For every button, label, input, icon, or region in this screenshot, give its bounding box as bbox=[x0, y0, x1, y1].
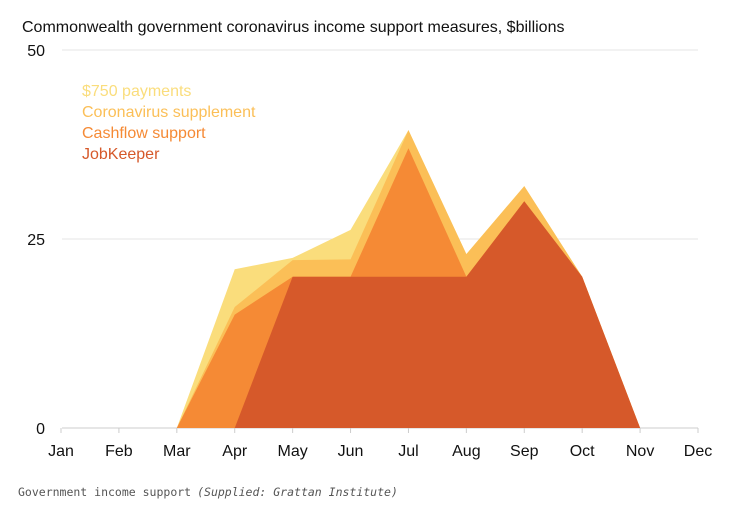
stacked-area-chart: Commonwealth government coronavirus inco… bbox=[22, 19, 712, 460]
x-tick-label: Oct bbox=[570, 443, 595, 460]
x-tick-label: Apr bbox=[222, 443, 248, 460]
x-tick-label: Aug bbox=[452, 443, 480, 460]
x-tick-label: Jun bbox=[338, 443, 364, 460]
x-tick-label: Feb bbox=[105, 443, 133, 460]
x-tick-label: Mar bbox=[163, 443, 191, 460]
y-tick-label: 25 bbox=[27, 232, 45, 249]
x-tick-label: Jul bbox=[398, 443, 418, 460]
x-tick-label: Jan bbox=[48, 443, 74, 460]
y-tick-label: 0 bbox=[36, 421, 45, 438]
x-tick-label: Nov bbox=[626, 443, 654, 460]
x-tick-label: Sep bbox=[510, 443, 539, 460]
y-tick-label: 50 bbox=[27, 43, 45, 60]
chart-title: Commonwealth government coronavirus inco… bbox=[22, 19, 564, 36]
legend-item: Coronavirus supplement bbox=[82, 104, 256, 121]
legend-item: Cashflow support bbox=[82, 125, 206, 142]
caption-text: Government income support bbox=[18, 485, 192, 499]
legend-item: JobKeeper bbox=[82, 146, 160, 163]
figure-caption: Government income support (Supplied: Grat… bbox=[18, 485, 398, 499]
x-tick-label: May bbox=[278, 443, 308, 460]
area-jobkeeper bbox=[234, 201, 641, 428]
caption-source: (Supplied: Grattan Institute) bbox=[197, 485, 398, 499]
x-tick-label: Dec bbox=[684, 443, 712, 460]
legend-item: $750 payments bbox=[82, 83, 191, 100]
